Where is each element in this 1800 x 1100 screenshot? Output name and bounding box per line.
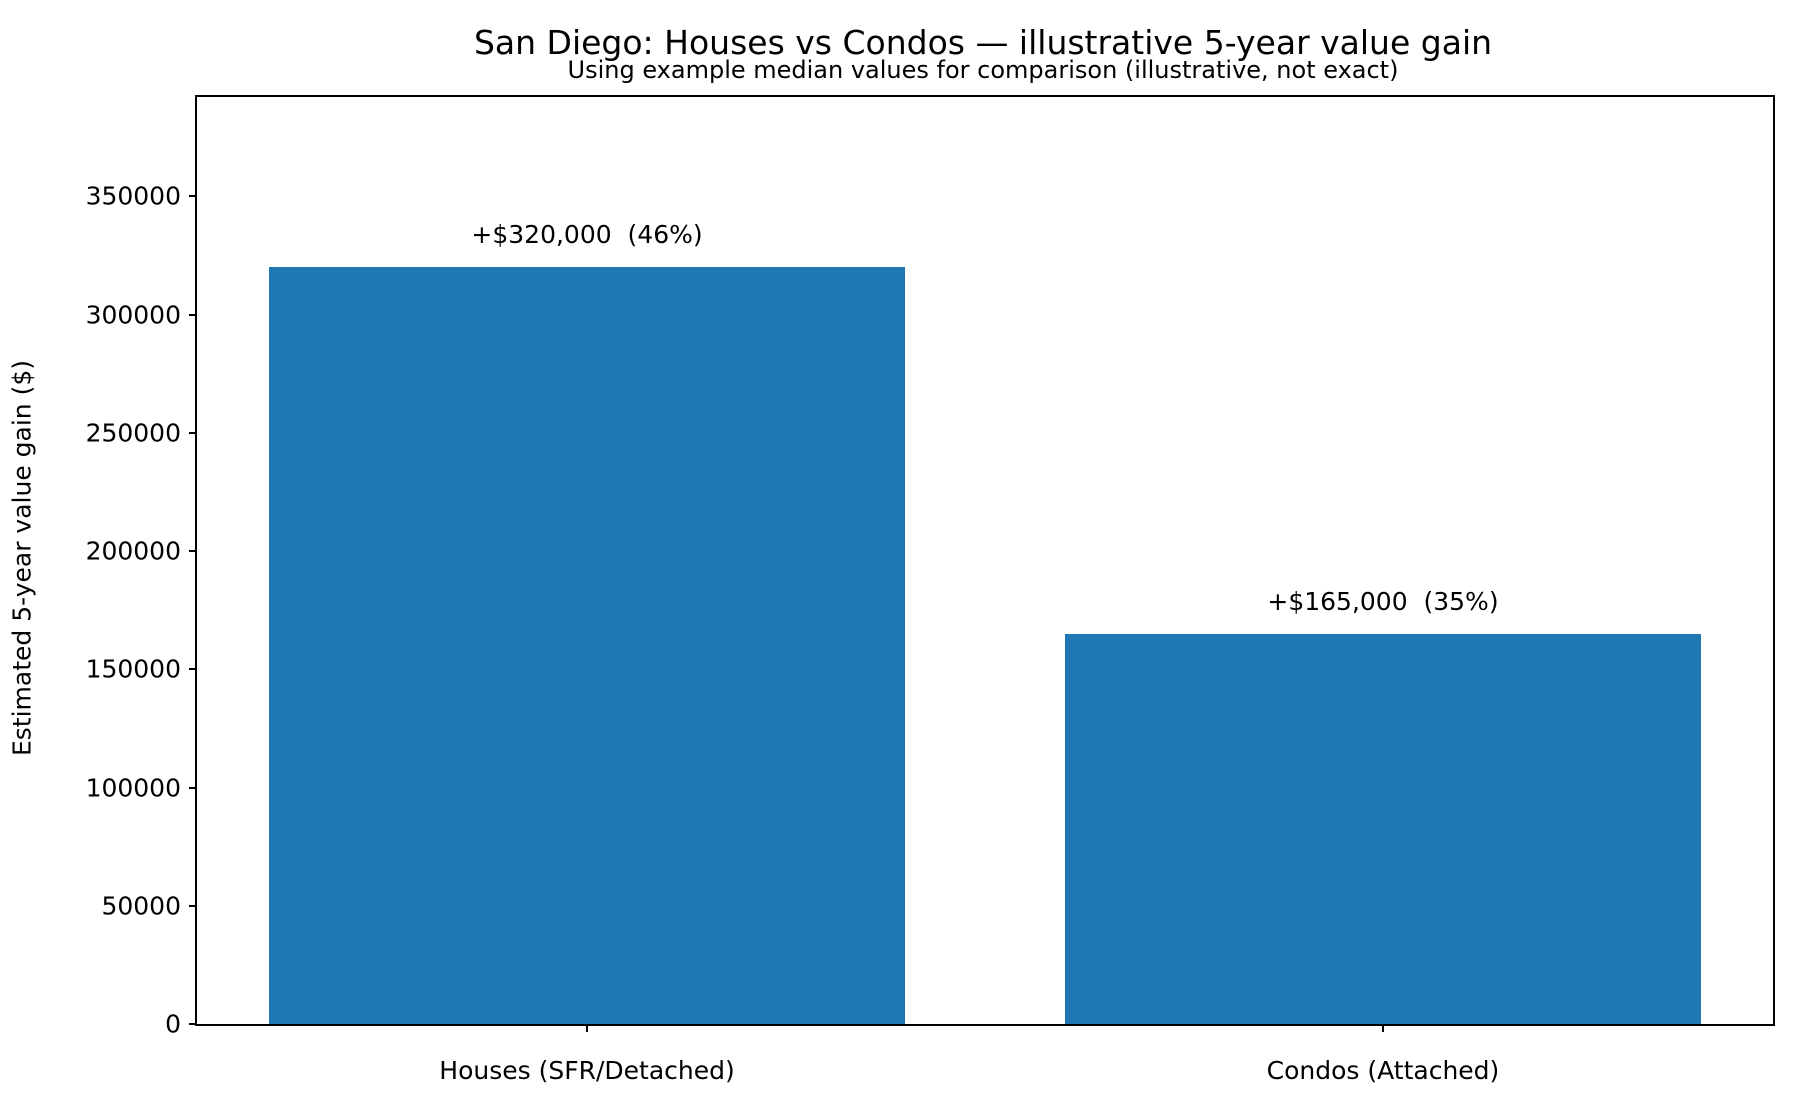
x-tick-label-condos-attached: Condos (Attached) — [1266, 1056, 1500, 1085]
y-tick-mark — [189, 668, 197, 671]
chart-title: San Diego: Houses vs Condos — illustrati… — [473, 23, 1493, 62]
x-tick-mark — [586, 1024, 589, 1032]
x-tick-label-houses-sfr-detached: Houses (SFR/Detached) — [439, 1056, 735, 1085]
y-tick-mark — [189, 195, 197, 198]
y-tick-label: 100000 — [85, 773, 181, 803]
bar-houses-sfr-detached — [268, 267, 906, 1024]
y-tick-mark — [189, 904, 197, 907]
y-tick-label: 50000 — [101, 891, 181, 921]
y-tick-mark — [189, 550, 197, 553]
bar-condos-attached — [1064, 633, 1702, 1024]
y-tick-label: 0 — [165, 1009, 181, 1039]
bar-value-annotation: +$165,000 (35%) — [1267, 586, 1499, 616]
plot-area: 0 50000 100000 150000 200000 250000 300000 3500… — [86, 95, 1775, 1085]
y-tick-label: 200000 — [85, 536, 181, 566]
y-tick-label: 250000 — [85, 418, 181, 448]
y-axis-label: Estimated 5-year value gain ($) — [7, 359, 37, 757]
y-tick-mark — [189, 431, 197, 434]
y-tick-mark — [189, 1023, 197, 1025]
y-tick-mark — [189, 313, 197, 316]
y-tick-label: 150000 — [85, 654, 181, 684]
bar-value-annotation: +$320,000 (46%) — [471, 220, 703, 250]
y-tick-mark — [189, 786, 197, 789]
y-tick-label: 300000 — [85, 300, 181, 330]
chart-subtitle: Using example median values for comparis… — [567, 56, 1399, 84]
x-tick-mark — [1381, 1024, 1384, 1032]
y-tick-label: 350000 — [85, 181, 181, 211]
